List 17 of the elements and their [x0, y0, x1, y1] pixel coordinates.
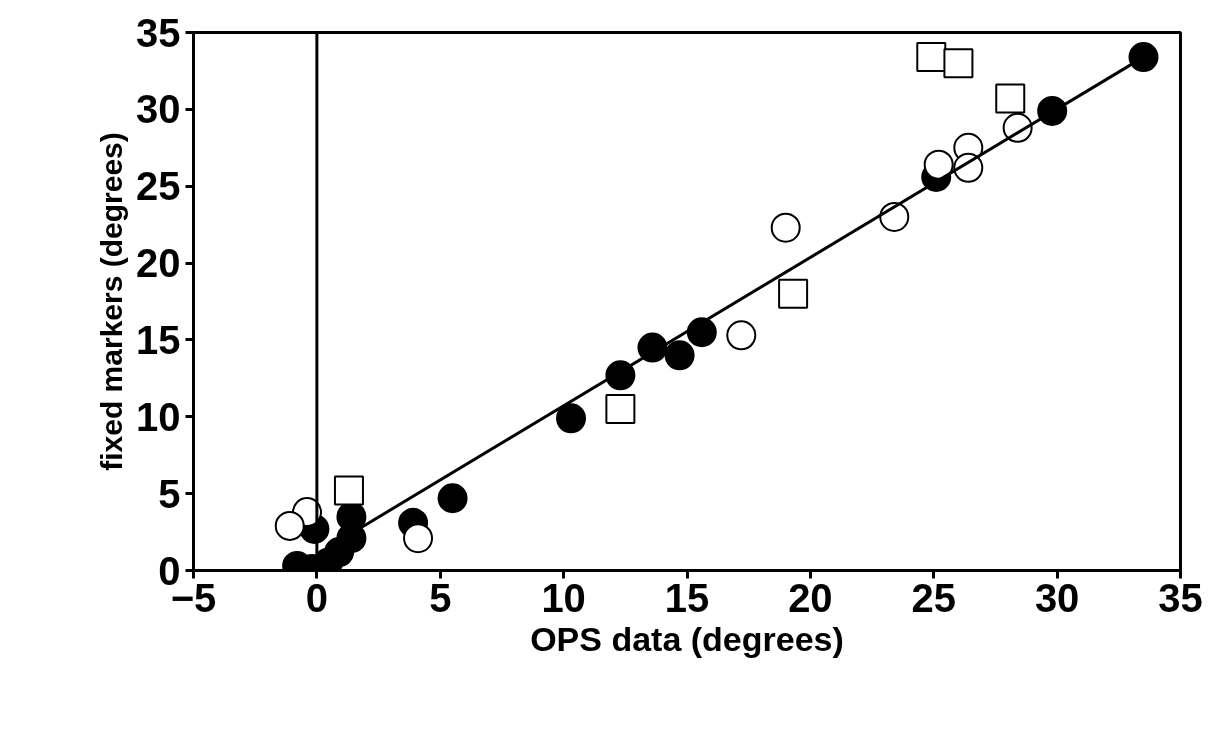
y-tick-label: 30 [136, 87, 181, 132]
y-tick-label: 25 [136, 164, 181, 209]
x-tick-label: 10 [541, 575, 586, 620]
x-tick-label: 20 [788, 575, 833, 620]
y-tick-label: 20 [136, 241, 181, 286]
y-tick-label: 10 [136, 394, 181, 439]
x-tick-label: 35 [1158, 575, 1203, 620]
x-tick-label: 30 [1034, 575, 1080, 620]
x-tick-label: 15 [664, 575, 710, 620]
y-tick-label: 15 [136, 317, 181, 362]
x-axis-title: OPS data (degrees) [530, 619, 844, 658]
y-axis-title: fixed markers (degrees) [95, 132, 129, 471]
y-tick-label: 35 [136, 10, 181, 55]
y-tick-label: 5 [158, 471, 181, 516]
x-tick-label: 0 [305, 575, 328, 620]
x-tick-label: 5 [429, 575, 452, 620]
x-tick-label: 25 [911, 575, 956, 620]
